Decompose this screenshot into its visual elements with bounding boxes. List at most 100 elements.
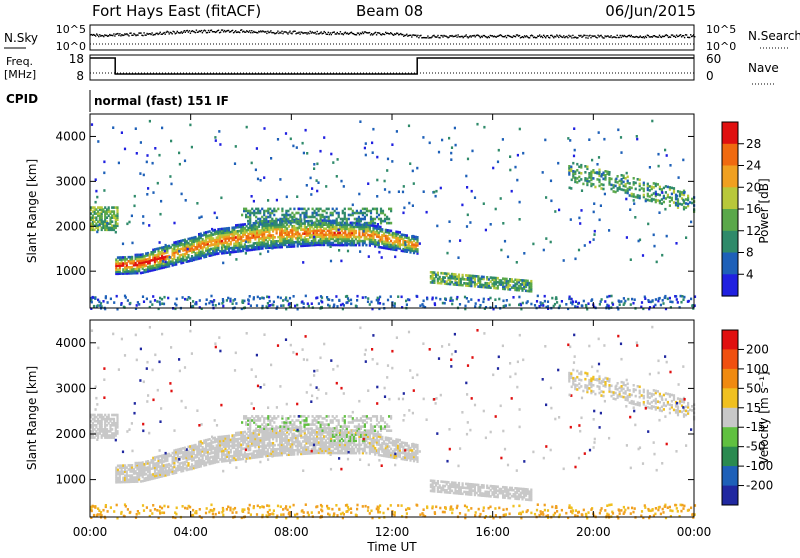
power-cell: [649, 166, 651, 169]
power-cell: [255, 212, 257, 215]
power-cell: [578, 176, 580, 179]
noise-point: [241, 29, 242, 30]
power-cell: [269, 208, 271, 211]
power-cell: [332, 212, 334, 215]
cpid-text: normal (fast) 151 IF: [94, 94, 229, 108]
power-cell: [545, 196, 547, 199]
power-cell: [253, 210, 255, 213]
power-cell: [416, 167, 418, 170]
power-cell: [664, 208, 666, 211]
power-cell: [374, 218, 376, 221]
power-cell: [658, 165, 660, 168]
power-cell: [574, 171, 576, 174]
power-cell: [216, 216, 218, 219]
noise-point: [680, 34, 681, 35]
power-cell: [644, 297, 646, 300]
power-cell: [271, 218, 273, 221]
power-cell: [382, 210, 384, 213]
power-cell: [328, 298, 330, 301]
power-cell: [527, 300, 529, 303]
noise-point: [441, 35, 442, 36]
power-cell: [544, 295, 546, 298]
power-cell: [604, 300, 606, 303]
noise-point: [168, 31, 169, 32]
noise-point: [652, 36, 653, 37]
power-cell: [281, 214, 283, 217]
power-cell: [422, 305, 424, 308]
power-cell: [390, 240, 392, 243]
noise-panel: N.Sky 10^5 10^0 10^5 10^0 N.Search: [4, 23, 800, 53]
power-cell: [625, 183, 627, 186]
power-cell: [448, 220, 450, 223]
power-cell: [682, 159, 684, 162]
power-cell: [465, 175, 467, 178]
power-cell: [307, 222, 309, 225]
power-cell: [156, 300, 158, 303]
noise-point: [544, 36, 545, 37]
noise-point: [563, 35, 564, 36]
noise-point: [567, 37, 568, 38]
power-cell: [581, 189, 583, 192]
power-cell: [285, 298, 287, 301]
power-cell: [647, 183, 649, 186]
power-cell: [310, 216, 312, 219]
power-cell: [664, 296, 666, 299]
power-cell: [350, 208, 352, 211]
power-cell: [669, 200, 671, 203]
power-cell: [143, 174, 145, 177]
power-cell: [313, 236, 315, 239]
power-cell: [382, 303, 384, 306]
power-cell: [293, 208, 295, 211]
noise-point: [672, 34, 673, 35]
noise-point: [114, 35, 115, 36]
power-cell: [359, 250, 361, 253]
power-cell: [505, 304, 507, 307]
power-cell: [598, 169, 600, 172]
power-cell: [112, 126, 114, 129]
power-cell: [593, 238, 595, 241]
power-cell: [273, 301, 275, 304]
power-cell: [170, 140, 172, 143]
power-cell: [602, 188, 604, 191]
nsky-label: N.Sky: [4, 31, 38, 45]
power-cell: [365, 142, 367, 145]
date-label: 06/Jun/2015: [605, 2, 696, 20]
power-cell: [687, 300, 689, 303]
velocity-cell: [217, 461, 219, 464]
power-cell: [184, 160, 186, 163]
power-cell: [647, 223, 649, 226]
power-cell: [287, 214, 289, 217]
noise-point: [480, 37, 481, 38]
noise-point: [228, 30, 229, 31]
power-cell: [500, 197, 502, 200]
power-cell: [338, 212, 340, 215]
power-cell: [617, 187, 619, 190]
power-cell: [347, 250, 349, 253]
power-cell: [344, 212, 346, 215]
power-cell: [388, 222, 390, 225]
power-cell: [516, 261, 518, 264]
power-cell: [581, 304, 583, 307]
power-cell: [606, 171, 608, 174]
noise-point: [684, 37, 685, 38]
power-cell: [91, 301, 93, 304]
power-cell: [93, 305, 95, 308]
power-cell: [598, 156, 600, 159]
noise-point: [181, 31, 182, 32]
noise-point: [562, 37, 563, 38]
power-cell: [592, 183, 594, 186]
power-cell: [426, 298, 428, 301]
power-cell: [422, 136, 424, 139]
power-cell: [532, 243, 534, 246]
power-cell: [277, 219, 279, 222]
power-cell: [245, 214, 247, 217]
power-cell: [286, 196, 288, 199]
power-cell: [658, 297, 660, 300]
power-cell: [467, 300, 469, 303]
noise-point: [694, 36, 695, 37]
power-cell: [255, 208, 257, 211]
power-cell: [116, 206, 118, 209]
power-cell: [372, 128, 374, 131]
noise-point: [379, 33, 380, 34]
